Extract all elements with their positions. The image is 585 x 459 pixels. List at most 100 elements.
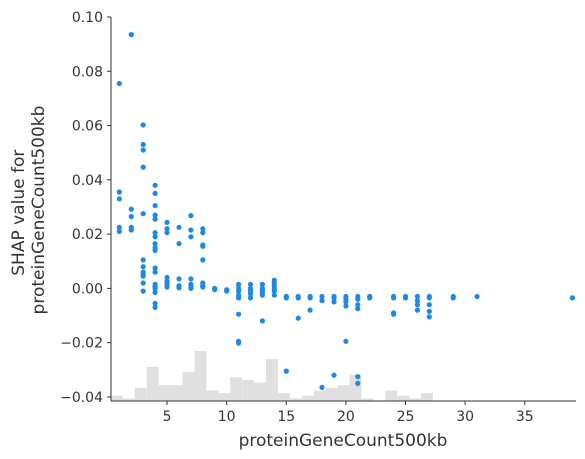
scatter-point <box>247 281 254 287</box>
scatter-point <box>355 374 361 380</box>
histogram-bar <box>170 385 183 401</box>
histogram-bar <box>134 387 147 401</box>
scatter-point <box>140 141 146 148</box>
scatter-point <box>343 338 349 344</box>
scatter-point <box>283 368 289 374</box>
scatter-point <box>152 230 158 236</box>
scatter-point <box>200 284 206 290</box>
scatter-point <box>200 226 206 232</box>
scatter-point <box>426 295 432 301</box>
scatter-point <box>140 288 146 294</box>
scatter-point <box>307 307 313 313</box>
scatter-point <box>140 164 146 170</box>
scatter-point <box>259 281 265 287</box>
scatter-point <box>140 122 146 128</box>
scatter-point <box>414 298 420 304</box>
scatter-point <box>343 303 349 309</box>
scatter-point <box>128 206 134 212</box>
scatter-point <box>188 234 194 240</box>
histogram-bar <box>111 395 123 401</box>
histogram-bar <box>206 390 219 401</box>
scatter-point <box>152 234 158 240</box>
scatter-point <box>236 281 242 287</box>
scatter-point <box>283 295 289 301</box>
scatter-point <box>319 293 325 300</box>
y-tick-label: 0.00 <box>72 281 103 297</box>
x-tick-label: 35 <box>516 409 534 425</box>
y-tick-label: −0.02 <box>60 336 103 352</box>
scatter-point <box>414 302 420 308</box>
scatter-point <box>295 315 301 321</box>
y-tick-label: −0.04 <box>60 390 103 406</box>
scatter-point <box>402 295 409 301</box>
scatter-point <box>474 293 480 300</box>
scatter-point <box>391 295 397 301</box>
x-tick-label: 25 <box>397 409 415 425</box>
histogram-bar <box>277 393 290 401</box>
scatter-point <box>188 285 194 291</box>
scatter-point <box>355 380 361 386</box>
histogram-bar <box>289 398 302 401</box>
histogram-bar <box>349 374 362 401</box>
scatter-point <box>224 288 230 294</box>
scatter-point <box>259 318 265 324</box>
scatter-point <box>355 296 361 302</box>
scatter-point <box>152 182 158 188</box>
scatter-point <box>188 227 194 233</box>
scatter-point <box>140 257 146 263</box>
scatter-point <box>414 293 420 300</box>
histogram-bar <box>242 379 255 401</box>
x-tick-label: 30 <box>456 409 474 425</box>
scatter-point <box>152 203 158 209</box>
scatter-point <box>128 227 134 233</box>
y-tick-label: 0.06 <box>72 119 103 135</box>
scatter-point <box>176 241 182 247</box>
scatter-point <box>152 285 158 291</box>
scatter-point <box>355 302 361 308</box>
scatter-point <box>391 311 397 317</box>
histogram-bar <box>409 398 421 401</box>
scatter-point <box>152 241 158 247</box>
histogram-bar <box>122 398 135 401</box>
scatter-point <box>188 213 194 219</box>
histogram-bar <box>158 385 171 401</box>
scatter-point <box>236 340 242 346</box>
scatter-point <box>140 211 146 217</box>
scatter-point <box>331 372 337 378</box>
scatter-point <box>116 189 122 195</box>
scatter-point <box>116 80 122 87</box>
scatter-point <box>152 265 158 271</box>
x-tick-label: 5 <box>163 409 172 425</box>
scatter-point <box>128 213 134 220</box>
scatter-point <box>426 308 432 314</box>
histogram <box>111 351 433 401</box>
scatter-point <box>426 314 432 320</box>
scatter-point <box>152 304 158 310</box>
histogram-bar <box>313 390 326 401</box>
scatter-point <box>367 295 373 301</box>
scatter-point <box>569 295 576 301</box>
scatter-point <box>343 299 349 305</box>
histogram-bar <box>266 358 278 401</box>
histogram-bar <box>230 377 243 401</box>
scatter-point <box>188 276 194 282</box>
scatter-point <box>331 299 337 305</box>
scatter-point <box>331 295 337 301</box>
scatter-point <box>164 226 170 232</box>
histogram-bar <box>337 385 350 401</box>
histogram-bar <box>361 398 374 401</box>
scatter-point <box>140 280 146 286</box>
scatter-point <box>152 269 158 275</box>
y-tick-label: 0.02 <box>72 227 103 243</box>
scatter-point <box>140 147 146 153</box>
y-axis-title-line-2: proteinGeneCount500kb <box>29 106 49 315</box>
scatter-points <box>116 31 576 390</box>
histogram-bar <box>397 395 410 401</box>
scatter-point <box>116 196 122 202</box>
scatter-point <box>247 291 254 297</box>
scatter-point <box>295 295 301 301</box>
scatter-point <box>355 306 361 312</box>
scatter-point <box>152 212 158 218</box>
